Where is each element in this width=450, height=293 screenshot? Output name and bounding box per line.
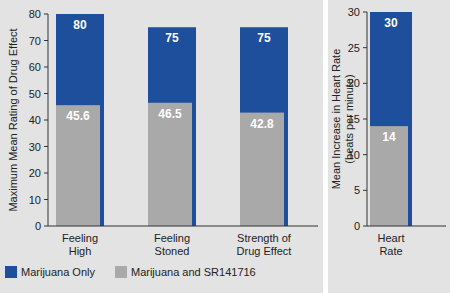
y-axis-line xyxy=(367,12,368,226)
chart-svg: Maximum Mean Rating of Drug Effect 0 10 20 3… xyxy=(0,0,450,293)
y-tick-label: 30 xyxy=(348,6,360,18)
data-label: 80 xyxy=(73,18,87,32)
data-label: 46.5 xyxy=(158,107,182,121)
bars xyxy=(56,14,288,226)
panel-background xyxy=(0,0,323,293)
y-tick-label: 20 xyxy=(348,77,360,89)
legend-swatch xyxy=(5,266,17,278)
y-tick-label: 10 xyxy=(29,194,41,206)
y-tick xyxy=(363,226,367,227)
x-tick-label: Feeling xyxy=(154,232,190,244)
bar xyxy=(148,27,196,226)
x-axis-line xyxy=(367,226,446,227)
y-tick xyxy=(363,190,367,191)
bar xyxy=(56,105,100,226)
data-label: 42.8 xyxy=(250,117,274,131)
x-tick-label: Rate xyxy=(379,245,402,257)
y-axis-label: Mean Increase in Heart Rate xyxy=(330,49,342,190)
data-label: 45.6 xyxy=(66,109,90,123)
y-tick xyxy=(44,40,48,41)
y-tick xyxy=(44,93,48,94)
legend-label: Marijuana and SR141716 xyxy=(131,266,256,278)
y-tick xyxy=(363,47,367,48)
bar xyxy=(56,14,104,226)
y-tick xyxy=(44,146,48,147)
y-tick-label: 25 xyxy=(348,42,360,54)
data-label: 75 xyxy=(165,31,179,45)
y-axis-line xyxy=(48,14,49,226)
y-tick-label: 0 xyxy=(354,220,360,232)
panel-background xyxy=(328,0,450,293)
y-tick-label: 70 xyxy=(29,35,41,47)
y-tick-label: 5 xyxy=(354,184,360,196)
y-tick xyxy=(44,120,48,121)
y-tick xyxy=(44,67,48,68)
y-tick xyxy=(44,199,48,200)
y-tick-label: 10 xyxy=(348,149,360,161)
y-tick-label: 20 xyxy=(29,167,41,179)
x-tick-label: Stoned xyxy=(155,245,190,257)
y-tick xyxy=(44,173,48,174)
y-tick xyxy=(363,154,367,155)
bar xyxy=(370,126,408,226)
x-tick-label: High xyxy=(69,245,92,257)
y-tick xyxy=(44,226,48,227)
bars xyxy=(370,12,412,226)
x-tick-label: Strength of xyxy=(237,232,292,244)
y-tick xyxy=(363,12,367,13)
y-tick-label: 80 xyxy=(29,8,41,20)
y-tick xyxy=(44,14,48,15)
legend-label: Marijuana Only xyxy=(21,266,95,278)
y-tick xyxy=(363,119,367,120)
legend-swatch xyxy=(115,266,127,278)
bar xyxy=(240,113,284,226)
root: Maximum Mean Rating of Drug Effect 0 10 20 3… xyxy=(0,0,450,293)
x-tick-label: Heart xyxy=(378,232,405,244)
data-label: 75 xyxy=(257,31,271,45)
x-tick-label: Drug Effect xyxy=(237,245,292,257)
y-tick-label: 15 xyxy=(348,113,360,125)
y-tick-label: 30 xyxy=(29,141,41,153)
x-axis-line xyxy=(48,226,318,227)
y-tick xyxy=(363,83,367,84)
y-tick-label: 40 xyxy=(29,114,41,126)
bar xyxy=(148,103,192,226)
data-label: 14 xyxy=(382,130,396,144)
y-axis-label: Maximum Mean Rating of Drug Effect xyxy=(7,28,19,211)
x-tick-label: Feeling xyxy=(62,232,98,244)
bar xyxy=(240,27,288,226)
data-label: 30 xyxy=(384,16,398,30)
y-tick-label: 50 xyxy=(29,88,41,100)
y-tick-label: 60 xyxy=(29,61,41,73)
y-tick-label: 0 xyxy=(35,220,41,232)
bar xyxy=(370,12,412,226)
